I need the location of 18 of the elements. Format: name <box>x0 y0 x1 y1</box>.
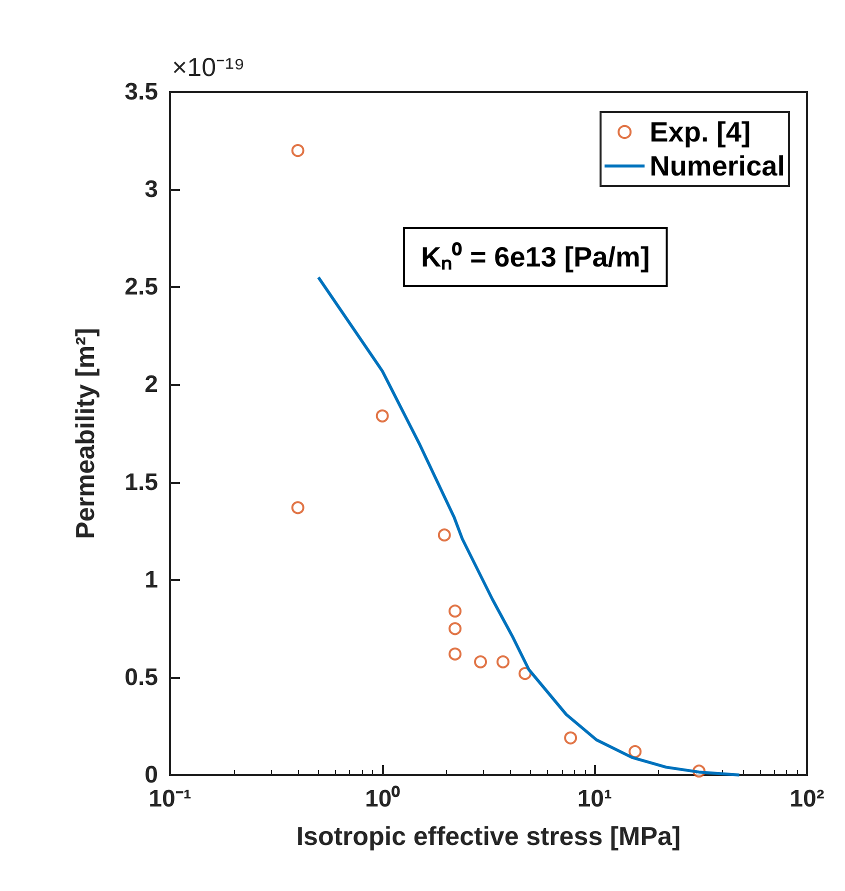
y-tick-label: 1 <box>144 566 158 594</box>
x-tick-label: 10² <box>790 786 824 812</box>
x-tick-label: 10⁻¹ <box>148 786 192 812</box>
y-tick-label: 2.5 <box>124 274 158 301</box>
legend-label: Numerical <box>650 150 786 182</box>
x-tick-label: 10¹ <box>577 786 612 812</box>
x-tick-label: 10⁰ <box>364 786 401 812</box>
y-axis-title: Permeability [m²] <box>70 328 100 539</box>
y-tick-label: 1.5 <box>124 468 158 496</box>
y-tick-label: 3 <box>144 176 158 204</box>
y-tick-label: 0 <box>144 762 158 788</box>
y-tick-label: 2 <box>144 371 158 398</box>
x-axis-title: Isotropic effective stress [MPa] <box>296 821 681 851</box>
legend-label: Exp. [4] <box>650 116 751 148</box>
text: ×10⁻¹⁹ <box>172 52 245 82</box>
annotation: Kₙ⁰ = 6e13 [Pa/m] <box>421 242 650 272</box>
y-tick-label: 0.5 <box>124 664 158 691</box>
y-tick-label: 3.5 <box>124 78 158 106</box>
